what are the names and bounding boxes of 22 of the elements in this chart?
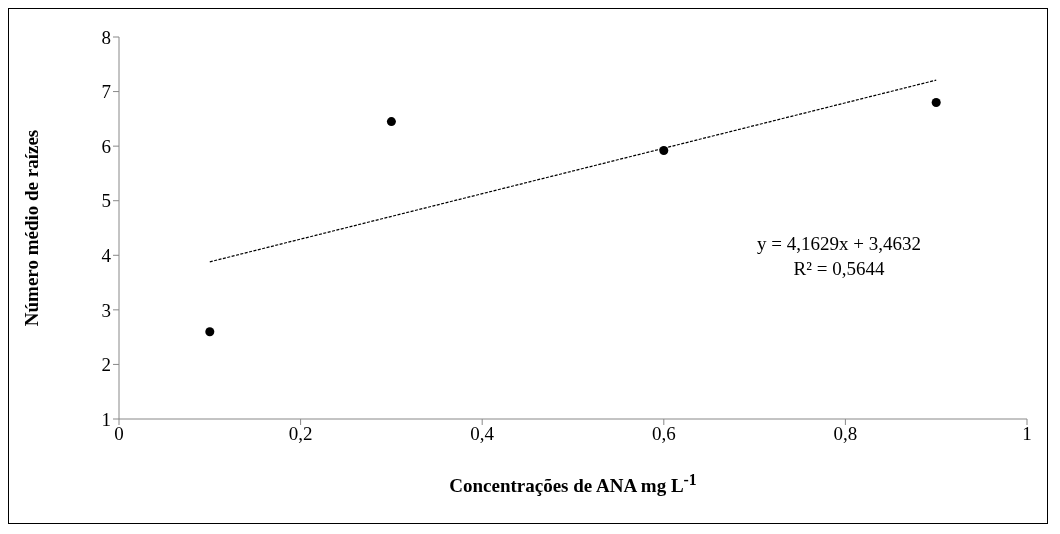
y-tick-label: 6 — [101, 135, 111, 157]
y-tick-label: 1 — [101, 408, 111, 430]
x-tick-label: 0,4 — [470, 423, 495, 445]
x-tick-label: 1 — [1022, 423, 1032, 445]
y-tick-label: 8 — [101, 26, 111, 48]
point — [205, 327, 215, 337]
y-tick-label: 5 — [101, 190, 111, 212]
point — [931, 97, 941, 107]
y-tick-label: 4 — [101, 245, 112, 267]
point — [386, 117, 396, 127]
annotation: R² = 0,5644 — [792, 257, 886, 281]
point — [659, 146, 669, 156]
x-tick-label: 0 — [114, 423, 124, 445]
y-tick-label: 2 — [101, 354, 111, 376]
y-tick-label: 7 — [101, 81, 111, 103]
x-tick-label: 0,2 — [288, 423, 313, 445]
x-tick-label: 0,6 — [651, 423, 676, 445]
annotation: y = 4,1629x + 3,4632 — [756, 232, 922, 256]
x-axis-title: Concentrações de ANA mg L$^{-1}$ — [448, 471, 698, 498]
x-tick-label: 0,8 — [833, 423, 858, 445]
y-axis-title: Número médio de raízes — [20, 129, 42, 327]
y-tick-label: 3 — [101, 299, 111, 321]
